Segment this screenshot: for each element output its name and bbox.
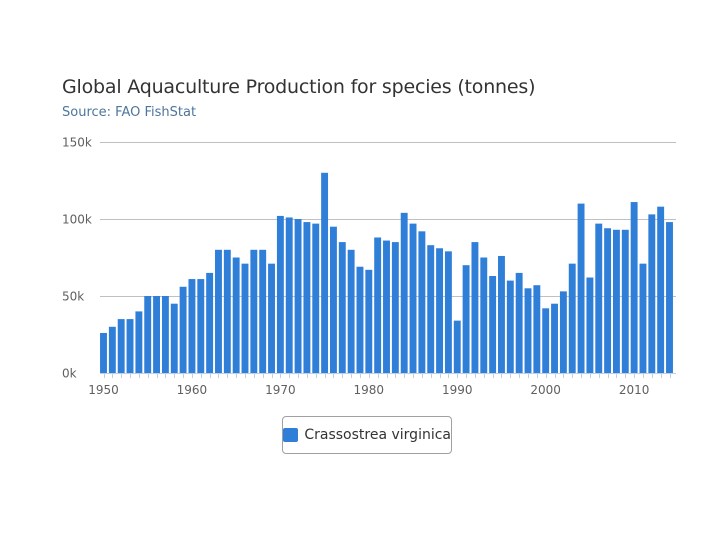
y-tick-label: 100k	[62, 213, 92, 227]
bar	[179, 286, 187, 373]
bar	[471, 242, 479, 373]
bar	[462, 265, 470, 373]
bar	[215, 249, 222, 373]
bar	[604, 228, 612, 373]
bar	[135, 311, 143, 373]
bar	[453, 320, 461, 373]
bar	[621, 229, 629, 373]
bar	[586, 277, 594, 373]
bar	[338, 242, 346, 373]
bar	[436, 248, 444, 373]
bar	[161, 296, 169, 373]
x-tick-label: 2010	[619, 383, 650, 397]
bar	[568, 263, 576, 373]
bar	[268, 263, 275, 373]
bar	[206, 272, 214, 373]
bar	[648, 214, 656, 373]
x-tick-label: 1990	[442, 383, 473, 397]
bar	[321, 172, 329, 373]
bar	[250, 249, 258, 373]
x-tick-label: 1970	[265, 383, 296, 397]
bar	[241, 263, 249, 373]
bar	[506, 280, 514, 373]
bar	[559, 291, 567, 373]
legend-swatch	[283, 428, 299, 442]
bar	[383, 240, 390, 373]
bar	[356, 266, 364, 373]
bar	[276, 215, 284, 373]
bar	[444, 251, 452, 373]
chart-title: Global Aquaculture Production for specie…	[62, 76, 536, 98]
bar	[303, 222, 311, 373]
bar	[595, 223, 603, 373]
bar	[153, 296, 161, 373]
bar	[294, 219, 302, 373]
bar	[144, 296, 152, 373]
bar	[630, 202, 638, 373]
bar	[117, 319, 125, 373]
x-tick-label: 1980	[354, 383, 385, 397]
bar	[329, 226, 337, 373]
y-tick-label: 0k	[62, 367, 77, 381]
bar	[223, 249, 231, 373]
bar	[391, 242, 399, 373]
bar	[498, 255, 505, 373]
bar	[639, 263, 647, 373]
x-tick-label: 1960	[177, 383, 208, 397]
bar	[126, 319, 134, 373]
bar	[100, 332, 107, 373]
x-tick-label: 1950	[88, 383, 119, 397]
bar	[400, 212, 408, 373]
bar	[285, 217, 293, 373]
bar	[347, 249, 355, 373]
bar	[542, 308, 550, 373]
bar	[188, 279, 196, 373]
bar	[515, 272, 523, 373]
bar	[577, 203, 585, 373]
bar	[374, 237, 382, 373]
bar	[259, 249, 267, 373]
bar	[666, 222, 673, 373]
bar	[480, 257, 488, 373]
bar	[657, 206, 665, 373]
bar	[108, 326, 116, 373]
bar	[197, 279, 205, 373]
bar	[232, 257, 240, 373]
bar	[365, 269, 373, 373]
x-tick-label: 2000	[530, 383, 561, 397]
bar	[409, 223, 417, 373]
y-tick-label: 50k	[62, 290, 84, 304]
bar	[170, 303, 178, 373]
bar	[312, 223, 320, 373]
bar	[427, 245, 435, 373]
chart-subtitle: Source: FAO FishStat	[62, 105, 197, 120]
legend-item-label: Crassostrea virginica	[304, 427, 451, 443]
bar	[524, 288, 532, 373]
legend[interactable]: Crassostrea virginica	[282, 416, 452, 454]
bar	[533, 285, 541, 373]
bar	[489, 275, 497, 373]
bar	[612, 229, 620, 373]
bar	[418, 231, 426, 373]
bar	[551, 303, 558, 373]
y-tick-label: 150k	[62, 136, 92, 150]
